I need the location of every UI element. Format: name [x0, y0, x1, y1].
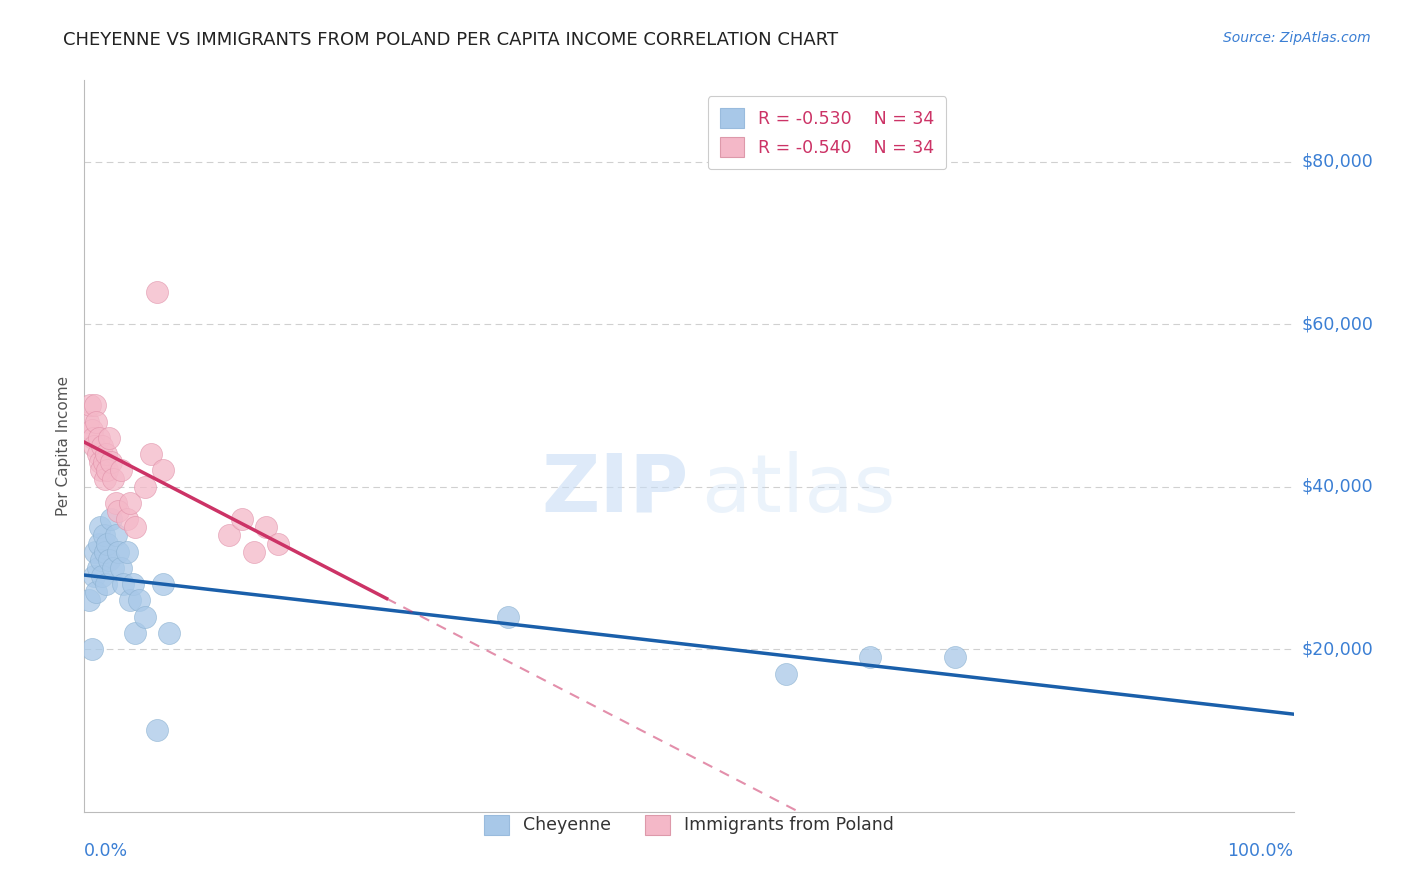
- Point: [86, 447, 108, 461]
- Point: [110, 463, 132, 477]
- Point: [94, 471, 117, 485]
- Point: [231, 512, 253, 526]
- Point: [107, 504, 129, 518]
- Point: [77, 415, 100, 429]
- Point: [86, 561, 108, 575]
- Point: [103, 471, 125, 485]
- Point: [104, 528, 127, 542]
- Point: [79, 398, 101, 412]
- Text: ZIP: ZIP: [541, 450, 689, 529]
- Point: [146, 285, 169, 299]
- Point: [86, 585, 108, 599]
- Point: [134, 609, 156, 624]
- Y-axis label: Per Capita Income: Per Capita Income: [56, 376, 72, 516]
- Point: [90, 463, 112, 477]
- Point: [115, 512, 138, 526]
- Point: [86, 415, 108, 429]
- Point: [157, 626, 180, 640]
- Point: [104, 496, 127, 510]
- Text: Source: ZipAtlas.com: Source: ZipAtlas.com: [1223, 31, 1371, 45]
- Point: [496, 609, 519, 624]
- Point: [80, 642, 103, 657]
- Point: [84, 544, 107, 558]
- Point: [93, 455, 115, 469]
- Point: [124, 626, 146, 640]
- Point: [254, 520, 277, 534]
- Point: [103, 561, 125, 575]
- Point: [120, 593, 142, 607]
- Text: $40,000: $40,000: [1302, 477, 1374, 496]
- Legend: Cheyenne, Immigrants from Poland: Cheyenne, Immigrants from Poland: [475, 805, 903, 843]
- Text: CHEYENNE VS IMMIGRANTS FROM POLAND PER CAPITA INCOME CORRELATION CHART: CHEYENNE VS IMMIGRANTS FROM POLAND PER C…: [63, 31, 838, 49]
- Text: $80,000: $80,000: [1302, 153, 1374, 170]
- Point: [100, 512, 122, 526]
- Point: [124, 520, 146, 534]
- Point: [83, 439, 105, 453]
- Point: [91, 439, 114, 453]
- Point: [83, 569, 105, 583]
- Point: [218, 528, 240, 542]
- Text: atlas: atlas: [702, 450, 896, 529]
- Point: [93, 528, 115, 542]
- Point: [152, 577, 174, 591]
- Point: [859, 650, 882, 665]
- Point: [112, 577, 135, 591]
- Point: [107, 544, 129, 558]
- Point: [134, 480, 156, 494]
- Point: [94, 577, 117, 591]
- Text: 0.0%: 0.0%: [84, 842, 128, 860]
- Point: [77, 593, 100, 607]
- Point: [115, 544, 138, 558]
- Point: [87, 536, 110, 550]
- Point: [139, 447, 162, 461]
- Point: [121, 577, 143, 591]
- Point: [120, 496, 142, 510]
- Point: [128, 593, 150, 607]
- Text: $60,000: $60,000: [1302, 315, 1374, 333]
- Point: [80, 423, 103, 437]
- Text: $20,000: $20,000: [1302, 640, 1374, 658]
- Point: [96, 463, 118, 477]
- Point: [94, 544, 117, 558]
- Point: [943, 650, 966, 665]
- Point: [94, 447, 117, 461]
- Point: [97, 553, 120, 567]
- Point: [97, 431, 120, 445]
- Point: [84, 398, 107, 412]
- Point: [96, 536, 118, 550]
- Point: [89, 520, 111, 534]
- Point: [146, 723, 169, 738]
- Point: [89, 455, 111, 469]
- Point: [82, 431, 104, 445]
- Point: [91, 569, 114, 583]
- Point: [100, 455, 122, 469]
- Point: [90, 553, 112, 567]
- Text: 100.0%: 100.0%: [1227, 842, 1294, 860]
- Point: [87, 431, 110, 445]
- Point: [242, 544, 264, 558]
- Point: [110, 561, 132, 575]
- Point: [775, 666, 797, 681]
- Point: [152, 463, 174, 477]
- Point: [267, 536, 290, 550]
